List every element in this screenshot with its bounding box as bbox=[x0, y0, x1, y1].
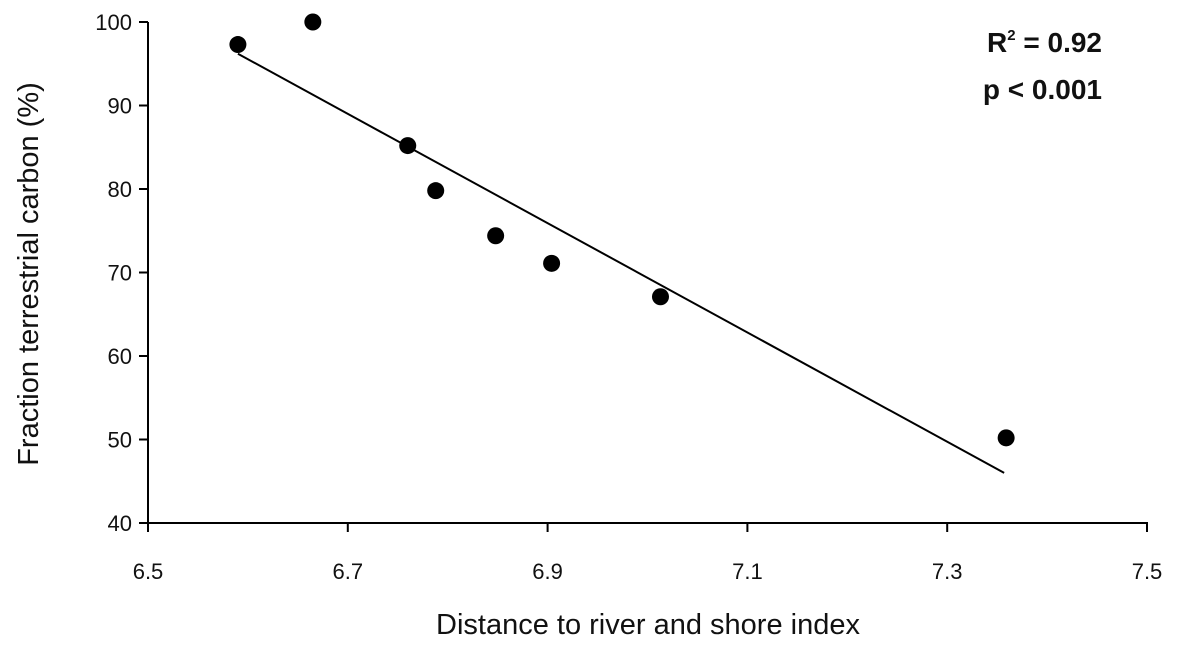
stats-annotation: R2 = 0.92 p < 0.001 bbox=[983, 27, 1102, 105]
y-tick-label: 60 bbox=[108, 344, 132, 369]
x-tick-label: 6.9 bbox=[532, 559, 563, 584]
x-axis-title: Distance to river and shore index bbox=[436, 609, 860, 641]
y-tick-label: 40 bbox=[108, 511, 132, 536]
x-tick-label: 7.5 bbox=[1132, 559, 1163, 584]
data-point bbox=[651, 288, 669, 306]
y-tick-label: 70 bbox=[108, 261, 132, 286]
data-points bbox=[229, 13, 1015, 447]
y-axis-ticks: 40 50 60 70 80 90 100 bbox=[95, 10, 148, 536]
data-point bbox=[229, 36, 247, 54]
data-point bbox=[543, 254, 561, 272]
x-tick-label: 7.1 bbox=[732, 559, 763, 584]
data-point bbox=[997, 429, 1015, 447]
r-squared-superscript: 2 bbox=[1007, 27, 1015, 44]
y-axis-title: Fraction terrestrial carbon (%) bbox=[13, 82, 45, 466]
y-tick-label: 50 bbox=[108, 428, 132, 453]
r-squared-label: R2 = 0.92 bbox=[987, 27, 1102, 58]
regression-line bbox=[237, 52, 1005, 474]
x-tick-label: 7.3 bbox=[932, 559, 963, 584]
y-tick-label: 90 bbox=[108, 94, 132, 119]
y-tick-label: 80 bbox=[108, 177, 132, 202]
x-axis-ticks: 6.5 6.7 6.9 7.1 7.3 7.5 bbox=[133, 523, 1163, 584]
data-point bbox=[399, 137, 417, 155]
r-squared-value: = 0.92 bbox=[1016, 27, 1102, 58]
r-squared-letter: R bbox=[987, 27, 1007, 58]
data-point bbox=[487, 227, 505, 245]
data-point bbox=[304, 13, 322, 31]
p-value-label: p < 0.001 bbox=[983, 74, 1102, 105]
x-tick-label: 6.5 bbox=[133, 559, 164, 584]
x-tick-label: 6.7 bbox=[333, 559, 364, 584]
plot-area: 6.5 6.7 6.9 7.1 7.3 7.5 40 50 60 70 80 90 100 bbox=[95, 10, 1162, 584]
y-tick-label: 100 bbox=[95, 10, 132, 35]
data-point bbox=[427, 182, 445, 200]
